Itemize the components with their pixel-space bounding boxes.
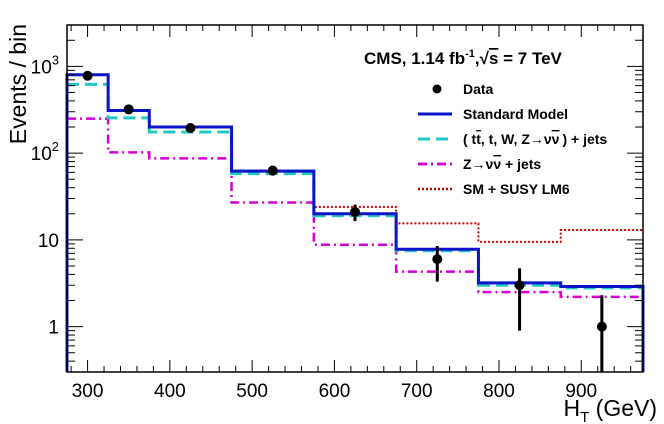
legend-data-label: Data bbox=[463, 81, 494, 97]
x-tick-label: 800 bbox=[483, 381, 515, 402]
y-tick-base: 10 bbox=[38, 231, 59, 252]
cms-annotation: CMS, 1.14 fb-1,√s = 7 TeV bbox=[364, 48, 563, 68]
legend: Data Standard Model ( tt, t, W, Z→νν) + … bbox=[418, 81, 607, 197]
data-point bbox=[514, 280, 525, 291]
x-tick-label: 400 bbox=[154, 381, 186, 402]
y-axis-title: Events / bin bbox=[5, 24, 31, 144]
x-tick-label: 300 bbox=[72, 381, 104, 402]
histogram-sm bbox=[65, 73, 645, 372]
x-axis-title: HT (GeV) bbox=[563, 395, 657, 424]
legend-data-marker bbox=[432, 84, 442, 94]
y-tick-base: 10 bbox=[31, 57, 52, 78]
legend-ttbar-label: ( tt, t, W, Z→νν) + jets bbox=[463, 131, 607, 147]
cms-annotation-sup: -1 bbox=[465, 48, 475, 60]
y-tick-label: 103 bbox=[31, 52, 59, 78]
histogram-znunu bbox=[67, 117, 643, 299]
sqrt-symbol: √ bbox=[480, 49, 490, 68]
y-tick-base: 10 bbox=[31, 144, 52, 165]
x-tick-label: 700 bbox=[401, 381, 433, 402]
legend-znunu-label: Z→νν + jets bbox=[463, 156, 541, 172]
legend-sm-label: Standard Model bbox=[463, 106, 568, 122]
data-point bbox=[432, 254, 443, 265]
data-point bbox=[185, 122, 196, 133]
legend-susy-label: SM + SUSY LM6 bbox=[463, 181, 570, 197]
sqrt-s: s bbox=[489, 49, 498, 68]
y-tick-exponent: 3 bbox=[52, 52, 59, 67]
data-point bbox=[350, 206, 360, 217]
x-tick-label: 600 bbox=[319, 381, 351, 402]
data-point bbox=[123, 104, 134, 115]
y-tick-label: 1 bbox=[48, 318, 59, 339]
data-point bbox=[82, 70, 93, 81]
y-tick-label: 102 bbox=[31, 139, 59, 165]
y-tick-label: 10 bbox=[38, 231, 59, 252]
data-point bbox=[267, 165, 278, 176]
y-tick-base: 1 bbox=[48, 318, 59, 339]
y-tick-exponent: 2 bbox=[52, 139, 59, 154]
x-tick-label: 900 bbox=[565, 381, 597, 402]
data-point bbox=[596, 321, 607, 332]
x-tick-label: 500 bbox=[236, 381, 268, 402]
